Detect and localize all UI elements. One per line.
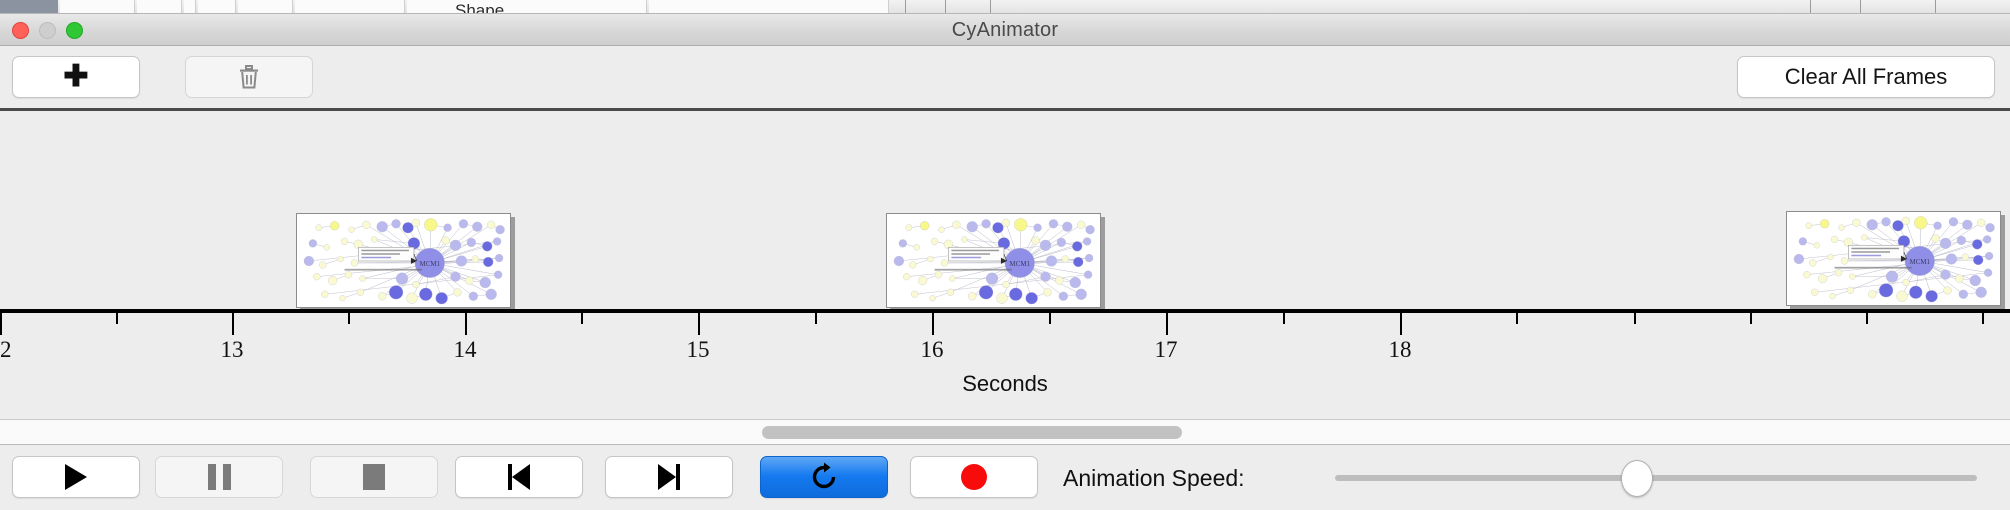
pause-button[interactable] <box>155 456 283 498</box>
timeline-panel[interactable]: MCM1 MCM1 MCM1 12 13 14 15 16 17 18 Seconds <box>0 108 2010 420</box>
timeline-frame-thumbnail[interactable]: MCM1 <box>886 213 1101 308</box>
axis-tick-label: 15 <box>686 337 710 362</box>
add-frame-button[interactable]: ✚ <box>12 56 140 98</box>
axis-tick-label: 12 <box>0 337 12 362</box>
background-window-strip: Shape <box>0 0 2010 14</box>
background-window-marker <box>1935 0 1936 13</box>
animation-speed-slider-thumb[interactable] <box>1620 460 1653 497</box>
background-window-segment <box>137 0 182 13</box>
axis-tick-major <box>232 313 234 335</box>
axis-tick-label: 13 <box>220 337 244 362</box>
axis-tick-minor <box>1982 313 1984 324</box>
background-window-segment <box>238 0 293 13</box>
timeline-scrollbar-track[interactable] <box>0 420 2010 445</box>
close-button[interactable] <box>12 22 29 39</box>
background-window-label: Shape <box>455 1 505 14</box>
background-window-marker <box>990 0 991 13</box>
background-window-segment <box>649 0 889 13</box>
timeline-frame-thumbnail[interactable]: MCM1 <box>296 213 511 308</box>
frame-toolbar: ✚ Clear All Frames <box>0 46 2010 108</box>
axis-tick-label: 18 <box>1388 337 1412 362</box>
trash-icon <box>240 65 258 89</box>
skip-forward-icon <box>658 464 680 490</box>
prev-frame-button[interactable] <box>455 456 583 498</box>
axis-tick-major <box>465 313 467 335</box>
axis-tick-minor <box>1049 313 1051 324</box>
loop-icon <box>812 462 836 489</box>
zoom-button[interactable] <box>66 22 83 39</box>
background-window-segment <box>184 0 196 13</box>
delete-frame-button[interactable] <box>185 56 313 98</box>
stop-button[interactable] <box>310 456 438 498</box>
record-icon <box>961 464 987 490</box>
window-title: CyAnimator <box>951 19 1059 41</box>
timeline-frame-thumbnail[interactable]: MCM1 <box>1786 211 2001 306</box>
pause-icon <box>207 464 231 490</box>
timeline-scrollbar-thumb[interactable] <box>762 426 1182 439</box>
axis-tick-minor <box>348 313 350 324</box>
play-button[interactable] <box>12 456 140 498</box>
next-frame-button[interactable] <box>605 456 733 498</box>
window-controls <box>12 22 83 39</box>
minimize-button[interactable] <box>39 22 56 39</box>
clear-all-frames-button[interactable]: Clear All Frames <box>1737 56 1995 98</box>
axis-tick-major <box>1400 313 1402 335</box>
axis-tick-major <box>932 313 934 335</box>
axis-title: Seconds <box>962 371 1048 396</box>
background-window-dark-segment <box>0 0 58 13</box>
plus-icon: ✚ <box>63 60 89 93</box>
background-window-marker <box>1860 0 1861 13</box>
loop-button[interactable] <box>760 456 888 498</box>
skip-back-icon <box>508 464 530 490</box>
axis-tick-label: 16 <box>920 337 944 362</box>
axis-tick-minor <box>116 313 118 324</box>
title-bar: CyAnimator <box>0 14 2010 46</box>
animation-speed-slider-track[interactable] <box>1335 475 1977 481</box>
axis-tick-minor <box>1750 313 1752 324</box>
axis-tick-minor <box>1283 313 1285 324</box>
axis-tick-minor <box>581 313 583 324</box>
axis-tick-major <box>1166 313 1168 335</box>
axis-tick-major <box>698 313 700 335</box>
stop-icon <box>363 464 385 490</box>
background-window-segment <box>198 0 236 13</box>
svg-text:MCM1: MCM1 <box>1910 259 1931 266</box>
svg-text:MCM1: MCM1 <box>1010 261 1031 268</box>
axis-tick-minor <box>1516 313 1518 324</box>
transport-bar: Animation Speed: <box>0 445 2010 510</box>
background-window-segment <box>60 0 135 13</box>
axis-tick-minor <box>815 313 817 324</box>
background-window-marker <box>1810 0 1811 13</box>
background-window-marker <box>945 0 946 13</box>
background-window-segment <box>407 0 647 13</box>
axis-tick-minor <box>1634 313 1636 324</box>
animation-speed-label: Animation Speed: <box>1063 465 1245 491</box>
axis-tick-label: 17 <box>1154 337 1178 362</box>
animation-speed-slider[interactable] <box>1335 460 1977 497</box>
background-window-marker <box>905 0 906 13</box>
record-button[interactable] <box>910 456 1038 498</box>
axis-tick-major <box>0 313 2 335</box>
play-icon <box>65 464 87 490</box>
background-window-segment <box>295 0 405 13</box>
svg-text:MCM1: MCM1 <box>420 261 441 268</box>
axis-tick-minor <box>1866 313 1868 324</box>
axis-tick-label: 14 <box>453 337 477 362</box>
timeline-axis <box>0 309 2010 313</box>
